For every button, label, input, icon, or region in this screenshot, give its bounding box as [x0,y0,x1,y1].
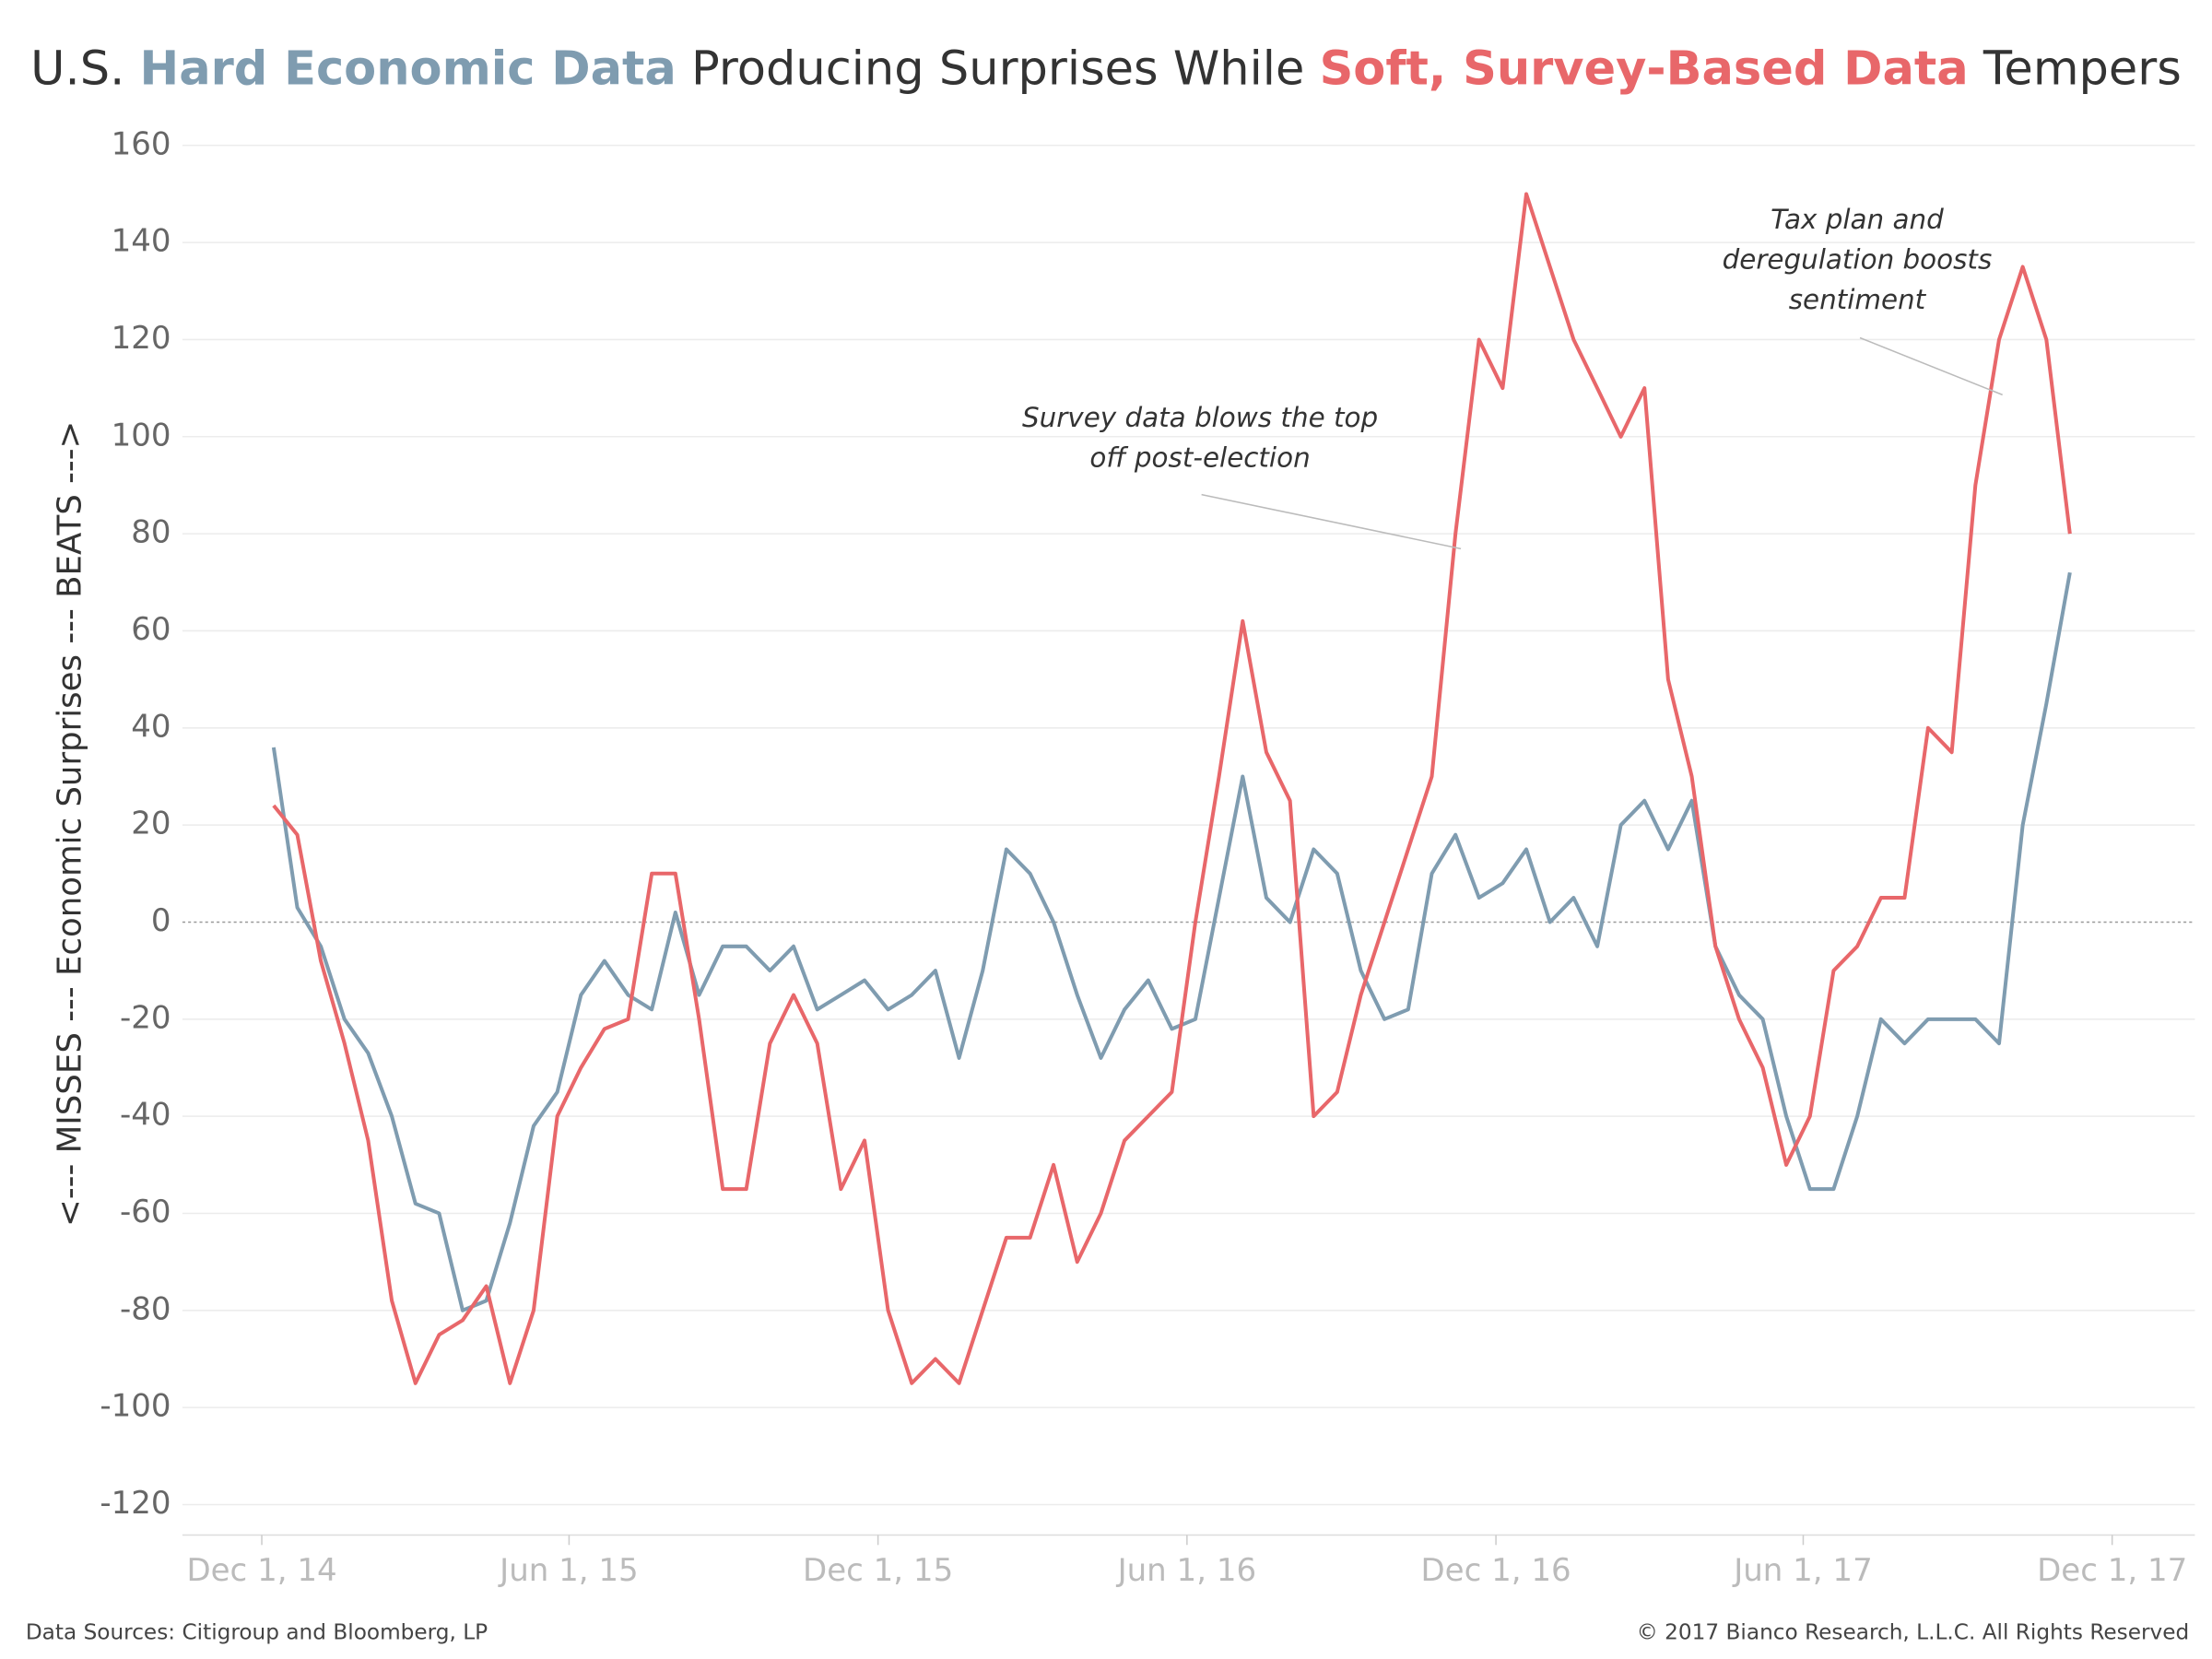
y-tick-label: 120 [112,320,171,357]
y-tick-label: 20 [131,806,171,842]
title-part: Soft, Survey-Based Data [1320,41,1969,96]
series-line [271,571,2072,1312]
annotation: deregulation boosts [1723,243,1993,275]
annotation-line [1859,336,2003,396]
annotation: Survey data blows the top [1022,402,1378,433]
x-tick-label: Jun 1, 16 [1116,1552,1257,1589]
y-tick-label: 0 [151,902,171,939]
y-tick-label: 80 [131,514,171,551]
y-tick-label: 60 [131,611,171,648]
y-tick-label: -100 [100,1388,171,1425]
annotation-line [1201,493,1462,550]
title-part: Producing Surprises While [677,41,1320,96]
annotation: sentiment [1789,284,1927,315]
x-tick-label: Jun 1, 17 [1732,1552,1873,1589]
y-tick-label: 160 [112,125,171,162]
y-tick-label: 140 [112,223,171,260]
y-tick-label: 100 [112,417,171,453]
x-tick-label: Jun 1, 15 [498,1552,639,1589]
x-tick-label: Dec 1, 14 [186,1552,336,1589]
y-tick-label: 40 [131,708,171,745]
x-tick-label: Dec 1, 15 [803,1552,953,1589]
y-axis-label: <--- MISSES --- Economic Surprises --- B… [51,421,88,1227]
annotation: off post-election [1089,441,1310,473]
annotation: Tax plan and [1771,204,1944,235]
title-part: U.S. [30,41,139,96]
x-tick-label: Dec 1, 16 [1420,1552,1571,1589]
series-line [272,192,2072,1385]
chart-title: U.S. Hard Economic Data Producing Surpri… [30,41,2182,96]
title-part: Hard Economic Data [140,41,677,96]
y-tick-label: -120 [100,1485,171,1522]
x-tick-label: Dec 1, 17 [2037,1552,2187,1589]
y-tick-label: -40 [120,1097,171,1134]
y-tick-label: -60 [120,1194,171,1230]
copyright: © 2017 Bianco Research, L.L.C. All Right… [1637,1620,2190,1645]
y-tick-label: -80 [120,1290,171,1327]
source: Data Sources: Citigroup and Bloomberg, L… [26,1620,488,1645]
y-tick-label: -20 [120,999,171,1036]
title-part: Tempers [1969,41,2182,96]
